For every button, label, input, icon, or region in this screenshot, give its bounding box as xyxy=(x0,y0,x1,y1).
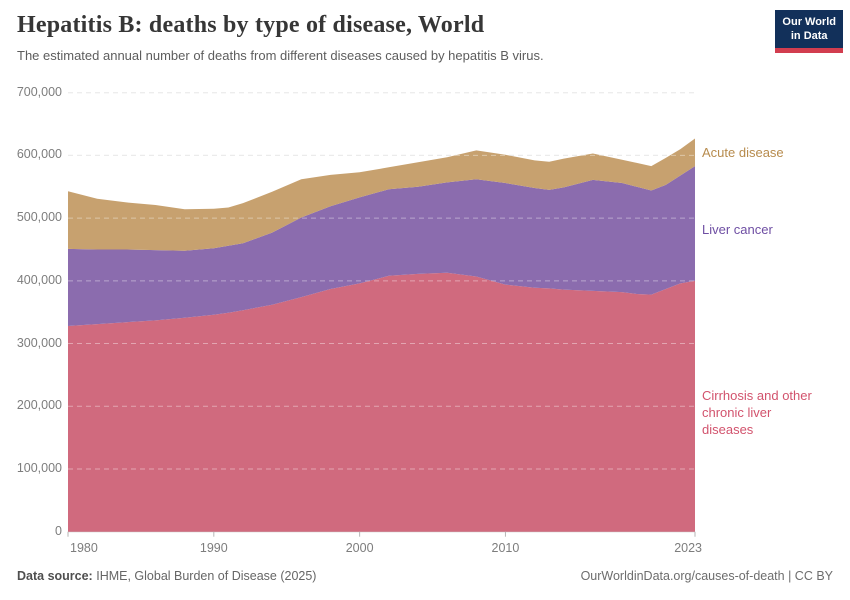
data-source-text: IHME, Global Burden of Disease (2025) xyxy=(96,569,317,583)
area-cirrhosis-and[interactable] xyxy=(68,272,695,532)
credit-link[interactable]: OurWorldinData.org/causes-of-death | CC … xyxy=(580,569,833,583)
page-title: Hepatitis B: deaths by type of disease, … xyxy=(17,12,485,38)
owid-logo-line2: in Data xyxy=(790,30,828,43)
area-acute-disease[interactable] xyxy=(68,138,695,251)
stacked-areas[interactable] xyxy=(68,138,695,532)
area-liver-cancer[interactable] xyxy=(68,166,695,326)
owid-logo-line1: Our World xyxy=(782,16,836,28)
owid-logo[interactable]: Our World in Data xyxy=(775,10,843,53)
axis-ticks xyxy=(67,531,696,537)
data-source-label: Data source: xyxy=(17,569,93,583)
gridlines-over xyxy=(68,92,695,470)
chart-subtitle: The estimated annual number of deaths fr… xyxy=(17,48,544,63)
data-source-note: Data source: IHME, Global Burden of Dise… xyxy=(17,569,316,583)
